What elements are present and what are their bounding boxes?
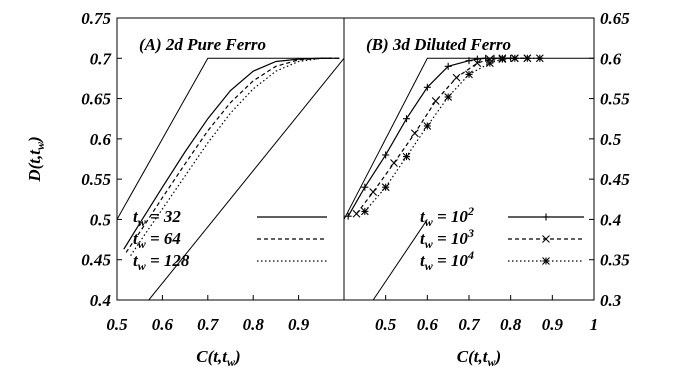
- y-axis-label: D(t,tw): [25, 136, 47, 182]
- legend-entry: tw = 128: [133, 251, 190, 273]
- panel-a: 0.4 0.45 0.5 0.55 0.6 0.65 0.7 0.75 0.5 0.6 0.7 0.8…: [25, 9, 345, 369]
- legend-entry: tw = 32: [133, 207, 181, 229]
- legend-entry: tw = 64: [133, 229, 181, 251]
- legend-marker: [542, 235, 550, 243]
- x-tick-label: 1: [590, 315, 599, 334]
- y-tick-label: 0.3: [600, 291, 622, 310]
- data-point: [444, 62, 452, 70]
- x-tick-label: 0.9: [542, 315, 564, 334]
- series-line-0: [123, 57, 333, 250]
- y-tick-label: 0.65: [600, 9, 630, 28]
- data-point: [352, 209, 361, 218]
- data-point: [465, 70, 473, 79]
- x-tick-label: 0.9: [288, 315, 310, 334]
- data-point: [423, 122, 432, 130]
- legend-marker: [542, 213, 550, 221]
- data-point: [360, 207, 369, 216]
- series-line-2: [130, 57, 340, 257]
- x-tick-label: 0.8: [243, 315, 265, 334]
- bound-line: [372, 219, 428, 300]
- y-tick-label: 0.7: [90, 49, 113, 68]
- y-tick-label: 0.55: [600, 90, 630, 109]
- panel-b: 0.3 0.35 0.4 0.45 0.5 0.55 0.6 0.65 0.5 0.6 0.7 0.8…: [343, 9, 630, 369]
- x-tick-label: 0.7: [458, 315, 481, 334]
- data-point: [498, 55, 507, 63]
- y-tick-label: 0.5: [600, 130, 622, 149]
- legend-entry: tw = 104: [420, 248, 474, 273]
- y-tick-label: 0.4: [90, 291, 111, 310]
- plot-area: [117, 57, 344, 300]
- bound-line: [148, 57, 344, 300]
- y-tick-label: 0.65: [81, 90, 111, 109]
- panel-title: (B) 3d Diluted Ferro: [366, 35, 511, 54]
- y-tick-label: 0.75: [81, 9, 111, 28]
- data-point: [423, 83, 431, 91]
- y-tick-label: 0.45: [600, 170, 630, 189]
- y-tick-label: 0.45: [81, 251, 111, 270]
- x-tick-label: 0.8: [500, 315, 522, 334]
- plot-area: [344, 54, 594, 300]
- series-line-1: [125, 57, 340, 253]
- x-tick-label: 0.6: [152, 315, 174, 334]
- bound-line: [344, 57, 594, 220]
- legend-entry: tw = 103: [420, 226, 474, 251]
- series-line-2: [364, 57, 540, 212]
- data-point: [431, 97, 440, 105]
- data-point: [361, 183, 369, 191]
- y-tick-label: 0.6: [90, 130, 112, 149]
- data-point: [402, 152, 411, 161]
- x-tick-label: 0.5: [375, 315, 397, 334]
- data-point: [382, 151, 390, 159]
- x-tick-label: 0.7: [197, 315, 220, 334]
- data-point: [485, 59, 494, 68]
- y-tick-label: 0.4: [600, 210, 621, 229]
- data-point: [410, 129, 419, 138]
- legend-marker: [542, 257, 550, 265]
- data-point: [403, 115, 410, 123]
- x-axis-label: C(t,tw): [196, 347, 240, 369]
- data-point: [390, 159, 398, 167]
- y-tick-label: 0.35: [600, 251, 630, 270]
- x-tick-label: 0.6: [417, 315, 439, 334]
- bound-line: [117, 57, 340, 220]
- legend-entry: tw = 102: [420, 204, 474, 229]
- x-axis-label: C(t,tw): [457, 347, 501, 369]
- data-point: [473, 59, 482, 68]
- panel-title: (A) 2d Pure Ferro: [139, 35, 266, 54]
- y-tick-label: 0.55: [81, 170, 111, 189]
- data-point: [444, 93, 453, 101]
- y-tick-label: 0.6: [600, 49, 622, 68]
- x-tick-label: 0.5: [106, 315, 128, 334]
- data-point: [452, 73, 461, 82]
- data-point: [473, 55, 481, 63]
- data-point: [369, 188, 378, 196]
- y-tick-label: 0.5: [90, 210, 112, 229]
- data-point: [381, 183, 390, 192]
